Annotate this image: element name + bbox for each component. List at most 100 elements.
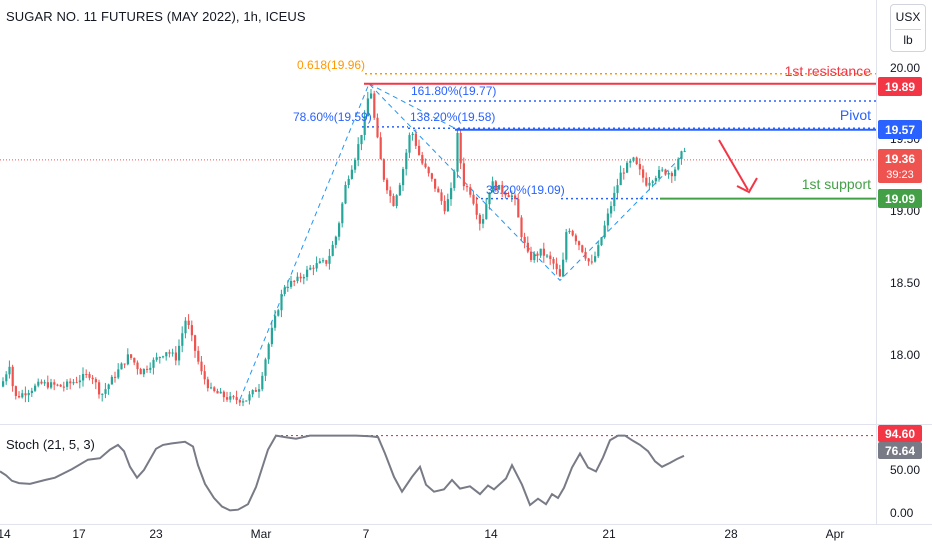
- candle-body: [37, 381, 40, 386]
- candle-body: [482, 219, 485, 224]
- candle-body: [677, 158, 680, 170]
- candle-body: [581, 245, 584, 252]
- candle-body: [613, 192, 616, 207]
- candle-body: [146, 368, 149, 370]
- candle-body: [683, 150, 686, 152]
- candle-body: [190, 325, 193, 336]
- candle-body: [341, 203, 344, 224]
- candle-body: [619, 172, 622, 186]
- candle-body: [338, 223, 341, 237]
- bar-countdown: 39:23: [886, 169, 914, 181]
- candle-body: [478, 214, 481, 224]
- candle-body: [459, 133, 462, 164]
- support-label: 1st support: [802, 176, 871, 192]
- candle-body: [430, 173, 433, 179]
- currency-selector[interactable]: USX: [895, 10, 921, 24]
- candle-body: [46, 382, 49, 388]
- candle-body: [142, 368, 145, 375]
- candle-body: [485, 204, 488, 220]
- time-tick: 7: [363, 527, 370, 541]
- candle-body: [434, 178, 437, 189]
- candle-body: [293, 280, 296, 282]
- candle-body: [174, 352, 177, 361]
- candle-body: [168, 352, 171, 354]
- candle-body: [290, 280, 293, 287]
- candle-body: [149, 367, 152, 370]
- candle-body: [488, 192, 491, 205]
- candle-body: [123, 363, 126, 365]
- candle-body: [181, 333, 184, 346]
- price-scale-settings[interactable]: USX lb: [890, 4, 926, 52]
- candle-body: [107, 384, 110, 390]
- candle-body: [277, 310, 280, 316]
- candle-body: [75, 382, 78, 384]
- stoch-upper-badge: 94.60: [878, 425, 922, 442]
- candle-body: [491, 181, 494, 193]
- unit-selector[interactable]: lb: [903, 33, 913, 47]
- stoch-axis[interactable]: 50.00 0.00: [890, 463, 920, 520]
- fib-label-1618: 161.80%(19.77): [411, 84, 496, 98]
- candle-body: [546, 255, 549, 257]
- candle-body: [398, 185, 401, 196]
- candle-body: [386, 179, 389, 191]
- price-axis[interactable]: 20.00 19.50 19.00 18.50 18.00: [890, 61, 920, 362]
- candle-body: [261, 375, 264, 390]
- candle-body: [389, 190, 392, 197]
- candle-body: [421, 154, 424, 164]
- svg-text:19.36: 19.36: [885, 152, 915, 166]
- candle-body: [360, 134, 363, 145]
- fib-label-0618: 0.618(19.96): [297, 58, 365, 72]
- candle-body: [350, 169, 353, 179]
- candle-body: [411, 133, 414, 136]
- candle-body: [405, 152, 408, 170]
- candle-body: [8, 366, 11, 375]
- candle-body: [110, 376, 113, 385]
- candle-body: [206, 379, 209, 389]
- current-price-badge: 19.36 39:23: [878, 149, 922, 183]
- candle-body: [578, 241, 581, 246]
- candle-body: [251, 390, 254, 395]
- candle-body: [171, 352, 174, 354]
- candle-body: [395, 195, 398, 206]
- candle-body: [373, 93, 376, 118]
- harmonic-pattern-line: [239, 82, 685, 400]
- candle-body: [222, 391, 225, 398]
- resistance-label: 1st resistance: [785, 63, 872, 79]
- candle-body: [555, 263, 558, 270]
- candle-body: [648, 182, 651, 186]
- candle-body: [549, 255, 552, 260]
- candle-body: [392, 196, 395, 206]
- candle-body: [43, 382, 46, 384]
- candle-body: [382, 159, 385, 180]
- candle-body: [443, 200, 446, 212]
- support-price-badge: 19.09: [878, 189, 922, 208]
- candle-body: [130, 354, 133, 358]
- candle-body: [270, 327, 273, 345]
- svg-text:19.57: 19.57: [885, 123, 915, 137]
- candle-body: [126, 354, 129, 365]
- time-tick: Apr: [826, 527, 845, 541]
- candle-body: [136, 362, 139, 369]
- candle-body: [597, 245, 600, 257]
- candle-body: [11, 366, 14, 387]
- candle-body: [603, 225, 606, 238]
- pivot-price-badge: 19.57: [878, 120, 922, 139]
- candle-body: [520, 217, 523, 237]
- candle-body: [264, 359, 267, 376]
- candle-body: [510, 195, 513, 198]
- candle-body: [494, 181, 497, 190]
- bearish-arrow-icon[interactable]: [718, 139, 758, 194]
- candle-body: [158, 357, 161, 359]
- stoch-line: [0, 434, 685, 512]
- time-tick: 14: [0, 527, 11, 541]
- time-axis[interactable]: 14 17 23 Mar 7 14 21 28 Apr: [0, 527, 844, 541]
- stoch-legend[interactable]: Stoch (21, 5, 3): [6, 437, 95, 452]
- candle-body: [200, 361, 203, 372]
- candle-body: [117, 369, 120, 378]
- divider: [895, 29, 921, 30]
- candle-body: [552, 259, 555, 264]
- candle-body: [30, 390, 33, 394]
- candle-body: [366, 98, 369, 117]
- candle-body: [155, 357, 158, 360]
